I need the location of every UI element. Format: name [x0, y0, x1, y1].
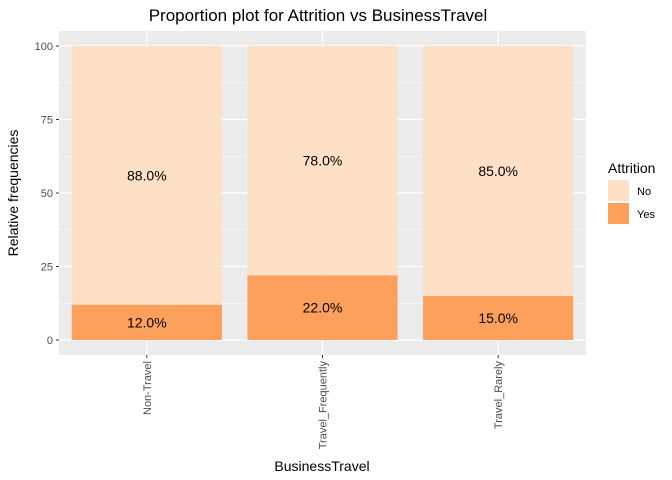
x-tick-label: Non-Travel: [142, 361, 154, 415]
legend-key-yes: [608, 203, 629, 224]
legend-key-no: [608, 180, 629, 201]
legend-label-no: No: [637, 186, 651, 198]
bar-no-travel-frequently: [247, 46, 398, 276]
data-label: 22.0%: [303, 300, 343, 316]
data-label: 78.0%: [303, 153, 343, 169]
bar-yes-non-travel: [71, 304, 222, 340]
chart-title: Proportion plot for Attrition vs Busines…: [149, 6, 488, 25]
data-label: 12.0%: [127, 314, 167, 330]
x-axis-title: BusinessTravel: [274, 458, 369, 474]
y-axis-title: Relative frequencies: [5, 130, 21, 257]
y-tick-label: 75: [41, 115, 53, 127]
data-label: 88.0%: [127, 167, 167, 183]
x-tick-label: Travel_Rarely: [493, 361, 505, 430]
y-tick-label: 0: [47, 335, 53, 347]
legend: Attrition No Yes: [608, 160, 655, 224]
legend-title: Attrition: [608, 160, 655, 176]
y-axis: 0 25 50 75 100: [35, 41, 59, 347]
data-labels: 12.0% 88.0% 22.0% 78.0% 15.0% 85.0%: [127, 153, 518, 331]
data-label: 15.0%: [478, 310, 518, 326]
y-tick-label: 25: [41, 262, 53, 274]
bar-yes-travel-frequently: [247, 275, 398, 340]
x-tick-label: Travel_Frequently: [318, 361, 330, 450]
bar-no-non-travel: [71, 46, 222, 305]
legend-label-yes: Yes: [637, 209, 655, 221]
bar-no-travel-rarely: [423, 46, 574, 296]
data-label: 85.0%: [478, 163, 518, 179]
bars: [71, 46, 574, 340]
y-tick-label: 50: [41, 188, 53, 200]
y-tick-label: 100: [35, 41, 53, 53]
bar-yes-travel-rarely: [423, 295, 574, 340]
x-axis: Non-Travel Travel_Frequently Travel_Rarely: [142, 355, 505, 449]
